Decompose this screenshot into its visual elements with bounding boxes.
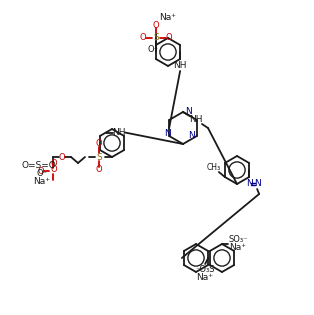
Text: S: S	[96, 152, 102, 162]
Text: O=S=O: O=S=O	[22, 161, 57, 169]
Text: O: O	[96, 165, 102, 175]
Text: Na⁺: Na⁺	[160, 14, 176, 22]
Text: N: N	[246, 179, 252, 187]
Text: ⁻O₃S: ⁻O₃S	[195, 266, 215, 274]
Text: NH: NH	[173, 60, 187, 70]
Text: O: O	[38, 167, 44, 175]
Text: O⁻: O⁻	[36, 169, 47, 179]
Text: O⁻: O⁻	[147, 45, 158, 54]
Text: NH: NH	[189, 116, 203, 124]
Text: O: O	[51, 158, 57, 168]
Text: O: O	[153, 20, 159, 30]
Text: S: S	[153, 33, 159, 43]
Text: O: O	[96, 140, 102, 148]
Text: O: O	[139, 33, 146, 43]
Text: Na⁺: Na⁺	[34, 177, 51, 186]
Text: NH: NH	[112, 128, 126, 137]
Text: N: N	[164, 129, 171, 138]
Text: SO₃⁻: SO₃⁻	[228, 234, 248, 243]
Text: O: O	[165, 33, 172, 43]
Text: N: N	[188, 131, 195, 140]
Text: O: O	[51, 165, 57, 175]
Text: Na⁺: Na⁺	[197, 273, 214, 283]
Text: N: N	[185, 107, 191, 117]
Text: O: O	[59, 152, 65, 162]
Text: CH₃: CH₃	[207, 163, 221, 173]
Text: N: N	[254, 179, 261, 187]
Text: Na⁺: Na⁺	[230, 243, 246, 253]
